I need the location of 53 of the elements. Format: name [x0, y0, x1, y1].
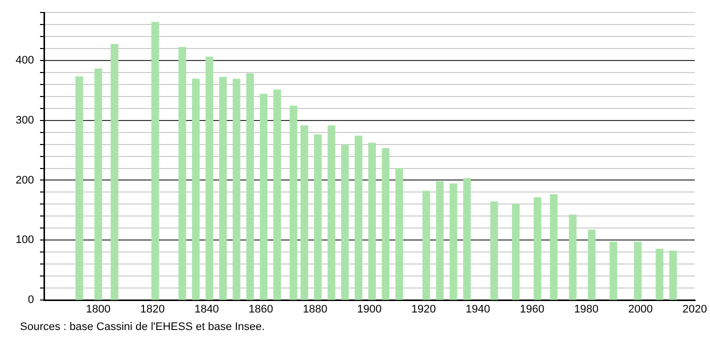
bar: [588, 230, 596, 300]
y-tick-label: 400: [16, 54, 34, 67]
bar: [610, 242, 618, 300]
bar: [192, 78, 200, 300]
bar: [534, 197, 542, 300]
bar: [341, 144, 349, 300]
bar: [206, 56, 214, 300]
x-tick-label: 2000: [628, 304, 653, 316]
bar: [634, 242, 642, 300]
x-tick-label: 1800: [86, 304, 110, 316]
bar: [219, 76, 227, 300]
bar: [260, 94, 268, 300]
source-note: Sources : base Cassini de l'EHESS et base Insee.: [20, 320, 265, 334]
x-tick-label: 1820: [140, 304, 165, 316]
x-tick-label: 2020: [682, 304, 708, 316]
bar: [290, 106, 298, 300]
x-tick-label: 1940: [466, 304, 490, 316]
bar: [110, 44, 118, 300]
bar: [450, 184, 458, 300]
bar: [300, 125, 308, 300]
x-tick-label: 1960: [520, 304, 544, 316]
bar: [656, 248, 664, 300]
bar: [436, 181, 444, 300]
bar: [395, 168, 404, 300]
bar: [550, 194, 558, 300]
bar: [422, 190, 430, 300]
bar: [512, 204, 520, 300]
y-tick-label: 0: [28, 294, 34, 306]
bar: [232, 78, 240, 300]
x-tick-label: 1900: [357, 304, 382, 316]
x-tick-label: 1840: [194, 304, 219, 316]
bar: [490, 201, 498, 300]
bar: [368, 142, 376, 300]
bar: [94, 68, 102, 300]
y-tick-label: 200: [16, 174, 34, 186]
bar: [669, 250, 677, 300]
y-tick-label: 100: [16, 234, 34, 246]
bar: [463, 178, 471, 300]
x-tick-label: 1880: [302, 304, 328, 316]
bar: [568, 214, 577, 300]
bar: [246, 73, 254, 300]
bar: [273, 90, 282, 300]
bar: [178, 47, 186, 300]
x-tick-label: 1920: [411, 304, 436, 316]
x-tick-label: 1860: [248, 304, 274, 316]
bar: [75, 76, 84, 300]
y-tick-label: 300: [16, 114, 34, 126]
bar: [314, 134, 322, 300]
bar: [151, 22, 160, 300]
bar: [382, 148, 390, 300]
bar: [328, 125, 336, 300]
x-tick-label: 1980: [574, 304, 599, 316]
bar: [354, 136, 362, 300]
